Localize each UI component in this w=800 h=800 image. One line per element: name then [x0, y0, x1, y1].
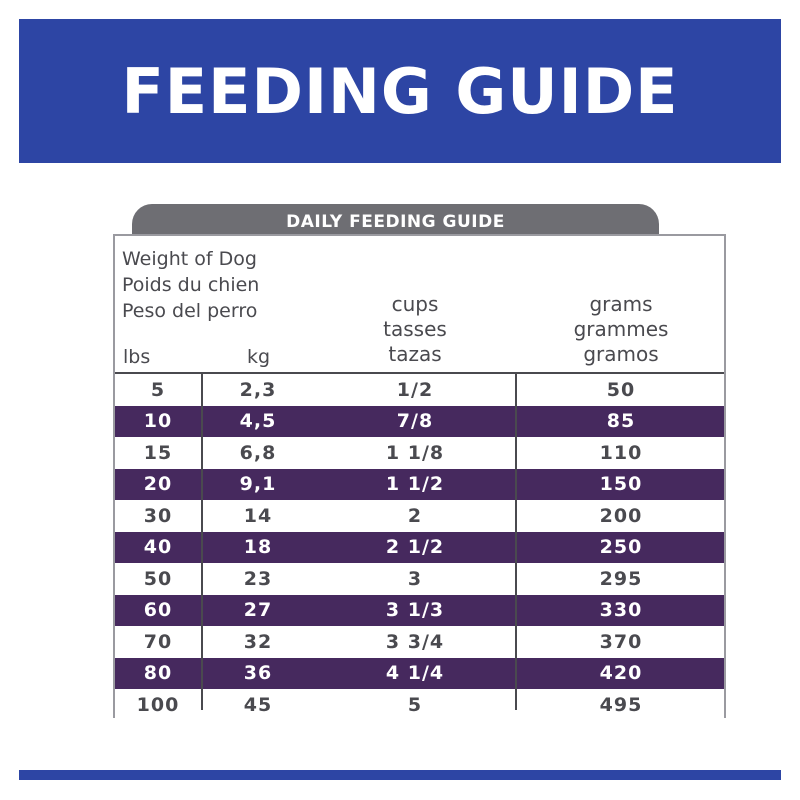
- cell-kg: 6,8: [239, 441, 277, 464]
- cell-cups: 1 1/2: [385, 473, 445, 496]
- page-title: FEEDING GUIDE: [121, 54, 679, 128]
- table-header: Weight of Dog Poids du chien Peso del pe…: [115, 236, 724, 374]
- lbs-header: lbs: [123, 346, 151, 368]
- cell-lbs: 40: [143, 536, 173, 559]
- cell-grams: 495: [599, 693, 643, 716]
- cell-grams: 85: [606, 410, 636, 433]
- cups-header: cups tasses tazas: [315, 292, 515, 367]
- table-row: 10 4,5 7/8 85: [115, 405, 724, 437]
- title-banner: FEEDING GUIDE: [19, 19, 781, 163]
- cell-cups: 3 1/3: [385, 599, 445, 622]
- cell-grams: 330: [599, 599, 643, 622]
- grams-header: grams grammes gramos: [517, 292, 725, 367]
- cell-lbs: 30: [143, 504, 173, 527]
- cell-grams: 295: [599, 567, 643, 590]
- table-row: 40 18 2 1/2 250: [115, 531, 724, 563]
- table-row: 60 27 3 1/3 330: [115, 594, 724, 626]
- table-row: 20 9,1 1 1/2 150: [115, 468, 724, 500]
- cell-grams: 370: [599, 630, 643, 653]
- cell-kg: 2,3: [239, 378, 277, 401]
- table-caption: DAILY FEEDING GUIDE: [286, 212, 505, 232]
- header-divider: [115, 372, 724, 374]
- table-row: 30 14 2 200: [115, 500, 724, 532]
- cell-cups: 7/8: [396, 410, 434, 433]
- table-row: 15 6,8 1 1/8 110: [115, 437, 724, 469]
- cups-header-en: cups: [391, 292, 439, 316]
- table-row: 5 2,3 1/2 50: [115, 374, 724, 406]
- grams-header-fr: grammes: [573, 317, 669, 341]
- cell-kg: 14: [243, 504, 273, 527]
- cell-cups: 4 1/4: [385, 662, 445, 685]
- cell-cups: 1 1/8: [385, 441, 445, 464]
- cell-cups: 3 3/4: [385, 630, 445, 653]
- table-row: 70 32 3 3/4 370: [115, 626, 724, 658]
- cell-grams: 420: [599, 662, 643, 685]
- feeding-table: Weight of Dog Poids du chien Peso del pe…: [113, 234, 726, 721]
- cell-kg: 32: [243, 630, 273, 653]
- table-body: 5 2,3 1/2 50 10 4,5 7/8 85 15 6,8 1 1/8 …: [115, 374, 724, 721]
- footer-bar: [19, 770, 781, 780]
- kg-header: kg: [247, 346, 271, 368]
- cell-grams: 110: [599, 441, 643, 464]
- cell-kg: 36: [243, 662, 273, 685]
- table-row: 50 23 3 295: [115, 563, 724, 595]
- cell-lbs: 70: [143, 630, 173, 653]
- cell-grams: 150: [599, 473, 643, 496]
- cell-grams: 50: [606, 378, 636, 401]
- cell-kg: 23: [243, 567, 273, 590]
- cell-lbs: 60: [143, 599, 173, 622]
- cell-cups: 1/2: [396, 378, 434, 401]
- cell-lbs: 10: [143, 410, 173, 433]
- cell-lbs: 100: [136, 693, 180, 716]
- cups-header-es: tazas: [388, 342, 442, 366]
- cell-grams: 200: [599, 504, 643, 527]
- cell-lbs: 50: [143, 567, 173, 590]
- cell-cups: 3: [407, 567, 423, 590]
- weight-header-es: Peso del perro: [122, 300, 258, 322]
- grams-header-en: grams: [589, 292, 653, 316]
- weight-header: Weight of Dog Poids du chien Peso del pe…: [122, 246, 259, 324]
- cell-kg: 27: [243, 599, 273, 622]
- cell-lbs: 15: [143, 441, 173, 464]
- cell-lbs: 5: [150, 378, 166, 401]
- cell-cups: 5: [407, 693, 423, 716]
- cell-kg: 45: [243, 693, 273, 716]
- cell-kg: 4,5: [239, 410, 277, 433]
- column-divider: [515, 374, 517, 710]
- table-row: 100 45 5 495: [115, 689, 724, 721]
- table-row: 80 36 4 1/4 420: [115, 657, 724, 689]
- cups-header-fr: tasses: [383, 317, 447, 341]
- column-divider: [201, 374, 203, 710]
- cell-cups: 2: [407, 504, 423, 527]
- cell-cups: 2 1/2: [385, 536, 445, 559]
- cell-kg: 18: [243, 536, 273, 559]
- cell-kg: 9,1: [239, 473, 277, 496]
- cell-lbs: 80: [143, 662, 173, 685]
- grams-header-es: gramos: [583, 342, 659, 366]
- cell-grams: 250: [599, 536, 643, 559]
- cell-lbs: 20: [143, 473, 173, 496]
- weight-header-en: Weight of Dog: [122, 248, 257, 270]
- weight-header-fr: Poids du chien: [122, 274, 260, 296]
